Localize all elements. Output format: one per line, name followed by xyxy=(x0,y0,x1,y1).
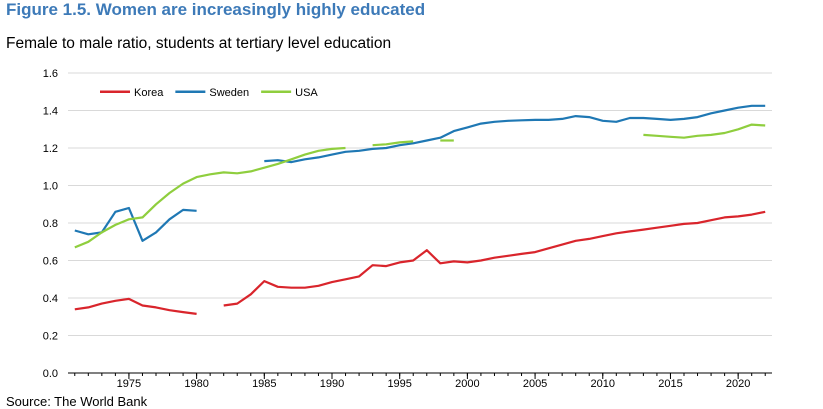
legend-item-korea: Korea xyxy=(100,87,164,99)
series-line-usa xyxy=(74,146,346,249)
legend-label: Korea xyxy=(134,87,164,99)
y-tick-label: 1.4 xyxy=(43,106,58,118)
x-tick-label: 2020 xyxy=(726,378,750,390)
legend-label: USA xyxy=(295,87,318,99)
legend-label: Sweden xyxy=(209,87,249,99)
x-tick-label: 2005 xyxy=(523,378,547,390)
source-note: Source: The World Bank xyxy=(6,394,148,409)
axes: 0.0 0.2 0.4 0.6 0.8 1.0 1.2 1.4 1.6 1975 1980 1985 1… xyxy=(43,68,772,390)
chart-subtitle: Female to male ratio, students at tertia… xyxy=(6,35,392,52)
x-tick-label: 1980 xyxy=(184,378,208,390)
y-tick-label: 0.8 xyxy=(43,218,58,230)
series-line-korea xyxy=(223,210,766,307)
series-line-usa xyxy=(643,123,766,139)
series-line-sweden xyxy=(74,206,197,242)
y-tick-label: 1.2 xyxy=(43,143,58,155)
legend-item-usa: USA xyxy=(261,87,318,99)
y-tick-label: 0.6 xyxy=(43,256,58,268)
series-line-usa xyxy=(372,140,414,147)
y-tick-label: 1.0 xyxy=(43,181,58,193)
x-tick-label: 2010 xyxy=(591,378,615,390)
x-tick-label: 1995 xyxy=(387,378,411,390)
legend: Korea Sweden USA xyxy=(100,87,318,99)
series-line-sweden xyxy=(264,104,766,164)
y-tick-label: 0.2 xyxy=(43,331,58,343)
series-lines xyxy=(74,104,766,315)
x-tick-label: 2015 xyxy=(658,378,682,390)
x-tick-label: 1975 xyxy=(117,378,141,390)
x-tick-label: 2000 xyxy=(455,378,479,390)
series-usa xyxy=(74,123,766,249)
x-tick-label: 1985 xyxy=(252,378,276,390)
figure-title: Figure 1.5. Women are increasingly highl… xyxy=(6,0,426,19)
series-line-korea xyxy=(74,297,197,315)
y-tick-label: 1.6 xyxy=(43,68,58,80)
legend-item-sweden: Sweden xyxy=(175,87,249,99)
x-tick-label: 1990 xyxy=(320,378,344,390)
series-korea xyxy=(74,210,766,315)
gridlines xyxy=(68,72,772,336)
series-sweden xyxy=(74,104,766,242)
y-tick-label: 0.4 xyxy=(43,293,58,305)
y-tick-label: 0.0 xyxy=(43,368,58,380)
